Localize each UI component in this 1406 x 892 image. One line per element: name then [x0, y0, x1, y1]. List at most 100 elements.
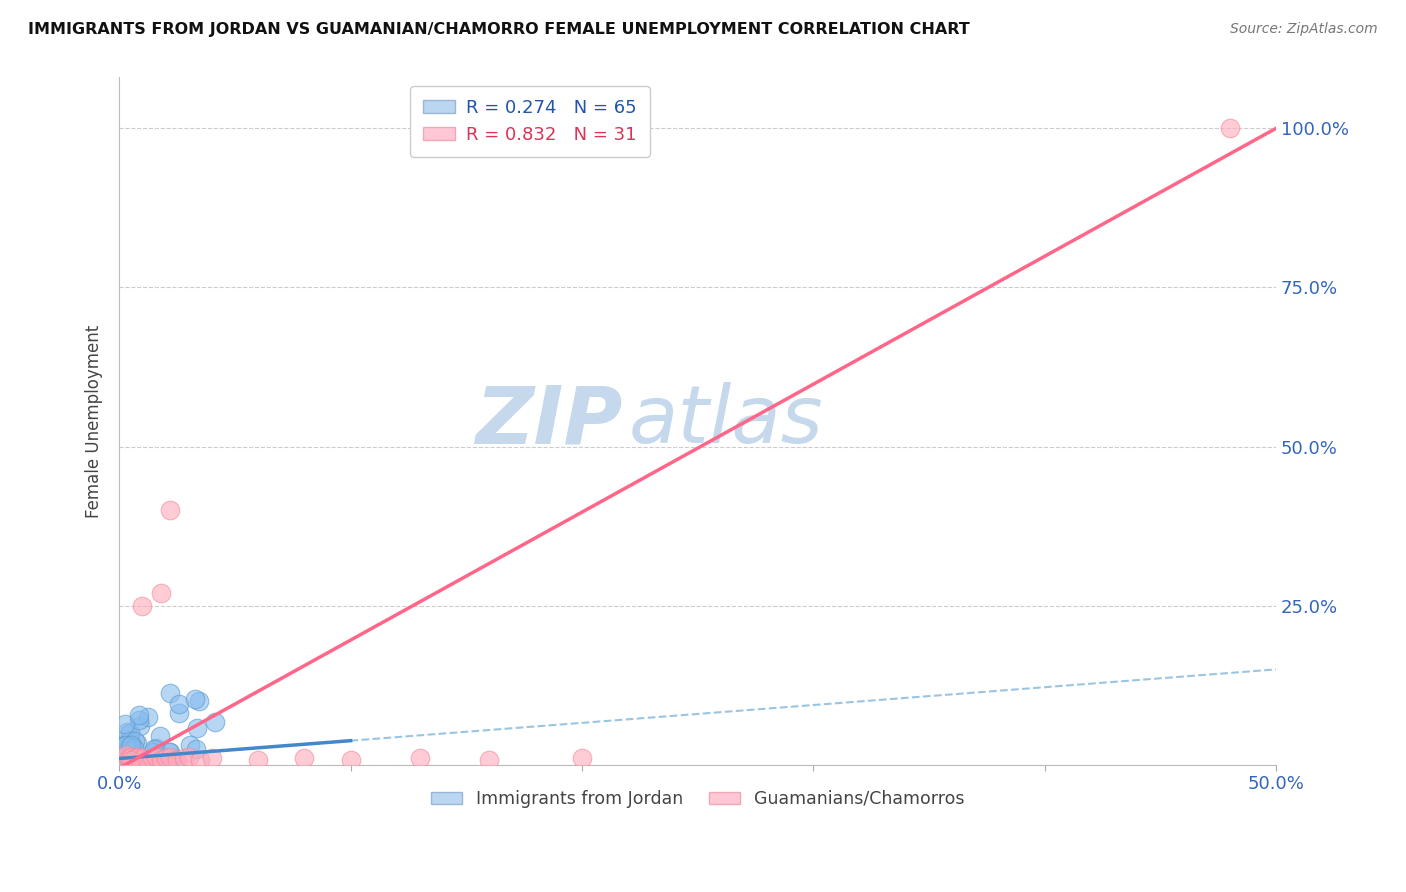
Point	[114, 757, 136, 772]
Point	[117, 751, 139, 765]
Point	[131, 756, 153, 771]
Point	[134, 757, 156, 772]
Point	[112, 754, 135, 768]
Point	[163, 753, 186, 767]
Point	[118, 756, 141, 771]
Point	[186, 721, 208, 735]
Point	[114, 739, 136, 753]
Point	[112, 751, 135, 765]
Point	[114, 738, 136, 752]
Point	[117, 743, 139, 757]
Point	[186, 742, 208, 756]
Point	[124, 750, 146, 764]
Point	[128, 708, 150, 723]
Text: atlas: atlas	[628, 382, 823, 460]
Y-axis label: Female Unemployment: Female Unemployment	[86, 325, 103, 517]
Point	[339, 753, 361, 767]
Point	[127, 750, 149, 764]
Point	[117, 751, 139, 765]
Text: ZIP: ZIP	[475, 382, 623, 460]
Point	[118, 726, 141, 740]
Legend: Immigrants from Jordan, Guamanians/Chamorros: Immigrants from Jordan, Guamanians/Chamo…	[423, 782, 972, 814]
Point	[115, 748, 138, 763]
Point	[136, 710, 159, 724]
Point	[159, 503, 181, 517]
Point	[111, 740, 134, 755]
Point	[145, 750, 167, 764]
Point	[117, 756, 139, 770]
Point	[145, 740, 167, 755]
Point	[129, 719, 152, 733]
Point	[115, 753, 138, 767]
Point	[159, 686, 181, 700]
Point	[204, 714, 226, 729]
Point	[124, 751, 146, 765]
Point	[111, 752, 134, 766]
Point	[131, 599, 153, 613]
Point	[122, 753, 145, 767]
Point	[110, 739, 132, 754]
Point	[117, 739, 139, 754]
Point	[169, 698, 191, 712]
Point	[128, 757, 150, 772]
Point	[112, 747, 135, 762]
Point	[201, 751, 224, 765]
Point	[111, 750, 134, 764]
Point	[173, 751, 195, 765]
Point	[149, 753, 172, 767]
Point	[110, 739, 132, 754]
Point	[117, 724, 139, 739]
Point	[166, 753, 188, 767]
Point	[114, 716, 136, 731]
Point	[142, 745, 165, 759]
Point	[110, 753, 132, 767]
Point	[157, 750, 180, 764]
Point	[157, 745, 180, 759]
Point	[120, 732, 142, 747]
Point	[143, 741, 166, 756]
Point	[188, 694, 211, 708]
Point	[148, 729, 170, 743]
Point	[478, 753, 501, 767]
Point	[155, 751, 177, 765]
Point	[247, 753, 270, 767]
Point	[122, 741, 145, 756]
Point	[141, 751, 163, 765]
Point	[131, 751, 153, 765]
Point	[1219, 121, 1241, 136]
Point	[128, 713, 150, 727]
Text: Source: ZipAtlas.com: Source: ZipAtlas.com	[1230, 22, 1378, 37]
Point	[129, 753, 152, 767]
Point	[159, 750, 181, 764]
Point	[162, 750, 184, 764]
Point	[117, 751, 139, 765]
Point	[128, 753, 150, 767]
Point	[124, 734, 146, 748]
Point	[127, 736, 149, 750]
Point	[159, 745, 181, 759]
Point	[167, 706, 190, 721]
Point	[409, 751, 432, 765]
Point	[120, 739, 142, 753]
Point	[136, 753, 159, 767]
Point	[118, 737, 141, 751]
Point	[117, 754, 139, 768]
Point	[292, 751, 315, 765]
Point	[179, 738, 201, 752]
Point	[149, 751, 172, 765]
Point	[110, 754, 132, 768]
Point	[118, 742, 141, 756]
Point	[188, 753, 211, 767]
Point	[120, 753, 142, 767]
Point	[120, 751, 142, 765]
Point	[184, 692, 207, 706]
Point	[121, 749, 143, 764]
Point	[571, 751, 593, 765]
Point	[149, 586, 172, 600]
Point	[120, 750, 142, 764]
Point	[114, 746, 136, 760]
Point	[110, 755, 132, 769]
Point	[114, 743, 136, 757]
Point	[112, 750, 135, 764]
Point	[177, 750, 200, 764]
